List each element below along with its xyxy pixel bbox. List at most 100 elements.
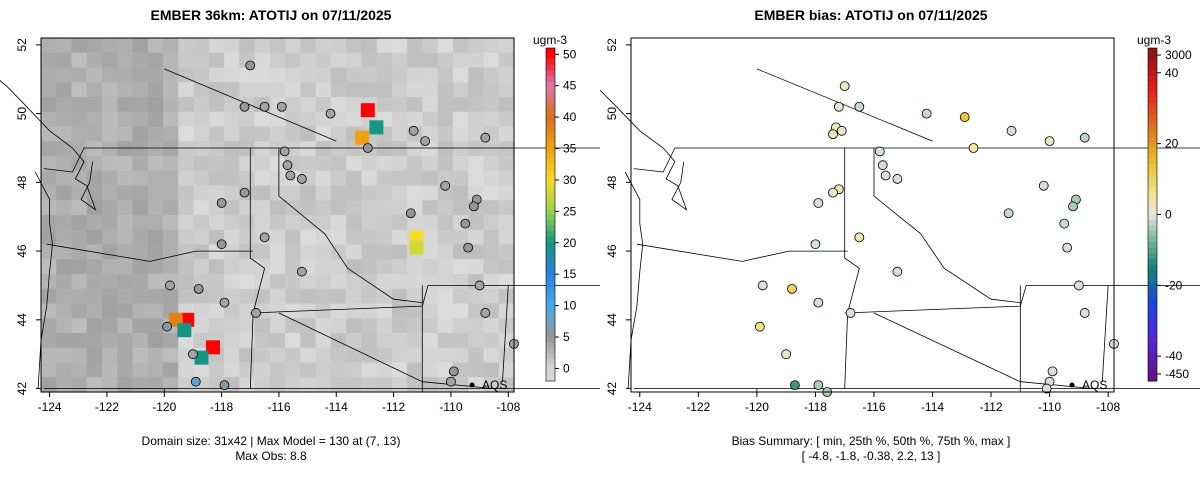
colorbar-step <box>1148 342 1157 349</box>
model-grid-cell <box>407 38 424 54</box>
colorbar-tick-label: 20 <box>1165 137 1179 151</box>
model-grid-cell <box>147 244 164 260</box>
colorbar-step <box>546 125 555 132</box>
hotspot-cell <box>177 323 192 338</box>
model-grid-cell <box>163 259 179 275</box>
model-grid-cell <box>41 97 57 113</box>
model-grid-cell <box>71 318 88 334</box>
boundary-line <box>873 148 1021 303</box>
colorbar-tick-label: 25 <box>563 204 577 218</box>
model-grid-cell <box>437 244 454 260</box>
colorbar-step <box>1148 369 1157 376</box>
model-grid-cell <box>224 52 240 69</box>
model-grid-cell <box>330 126 347 142</box>
model-grid-cell <box>376 303 393 319</box>
model-grid-cell <box>41 126 57 142</box>
model-grid-cell <box>71 170 88 187</box>
colorbar-step <box>1148 247 1157 254</box>
model-grid-cell <box>239 141 256 157</box>
y-tick-label: 44 <box>605 313 619 327</box>
model-grid-cell <box>452 274 469 290</box>
colorbar-step <box>1148 114 1157 121</box>
model-grid-cell <box>193 259 210 275</box>
model-grid-cell <box>132 377 149 393</box>
model-grid-cell <box>376 274 393 290</box>
colorbar-tick-label: 10 <box>563 299 577 313</box>
model-grid-cell <box>254 377 271 393</box>
model-grid-cell <box>224 362 240 378</box>
model-grid-cell <box>346 244 363 260</box>
model-grid-cell <box>437 185 454 201</box>
colorbar-step <box>1148 125 1157 132</box>
model-grid-cell <box>86 97 103 113</box>
model-grid-cell <box>56 303 73 319</box>
model-grid-cell <box>315 170 332 187</box>
model-grid-cell <box>300 274 317 290</box>
model-grid-cell <box>285 111 301 128</box>
model-grid-cell <box>239 111 256 128</box>
model-grid-cell <box>193 333 210 349</box>
colorbar-step <box>1148 353 1157 360</box>
model-grid-cell <box>71 288 88 305</box>
model-grid-cell <box>437 111 454 128</box>
model-grid-cell <box>437 303 454 319</box>
model-grid-cell <box>407 52 424 69</box>
model-grid-cell <box>330 362 347 378</box>
model-grid-cell <box>193 200 210 216</box>
model-grid-cell <box>86 229 103 246</box>
model-grid-cell <box>163 126 179 142</box>
colorbar-step <box>546 175 555 182</box>
bias-site-marker <box>892 174 903 184</box>
model-grid-cell <box>468 362 485 378</box>
colorbar-step <box>546 225 555 232</box>
model-grid-cell <box>41 229 57 246</box>
colorbar-step <box>1148 258 1157 265</box>
aqs-site-marker <box>296 266 307 277</box>
model-grid-cell <box>315 377 332 393</box>
colorbar-step <box>546 153 555 160</box>
model-grid-cell <box>117 52 134 69</box>
model-grid-cell <box>239 156 256 172</box>
colorbar-step <box>1148 270 1157 277</box>
model-grid-cell <box>71 82 88 98</box>
model-grid-cell <box>239 362 256 378</box>
x-tick-label: -112 <box>382 400 405 414</box>
model-grid-cell <box>361 67 378 83</box>
model-grid-cell <box>147 288 164 305</box>
model-grid-cell <box>86 362 103 378</box>
aqs-site-marker <box>219 297 230 308</box>
model-grid-cell <box>269 244 286 260</box>
model-grid-cell <box>452 126 469 142</box>
bias-site-marker <box>874 146 885 157</box>
model-grid-cell <box>132 82 149 98</box>
model-grid-cell <box>391 111 408 128</box>
colorbar-step <box>546 81 555 88</box>
model-grid-cell <box>41 215 57 231</box>
colorbar-step <box>546 197 555 204</box>
right-plot-frame <box>630 37 1115 393</box>
model-grid-cell <box>193 67 210 83</box>
x-tick-label: -116 <box>862 400 885 414</box>
aqs-site-marker <box>245 60 256 71</box>
aqs-site-marker <box>193 283 204 294</box>
model-grid-cell <box>102 200 118 216</box>
colorbar-step <box>546 48 555 55</box>
model-grid-cell <box>102 362 118 378</box>
model-grid-cell <box>468 38 485 54</box>
model-grid-cell <box>132 52 149 69</box>
model-grid-cell <box>71 347 88 364</box>
model-grid-cell <box>422 200 439 216</box>
model-grid-cell <box>86 288 103 305</box>
y-tick-label: 52 <box>15 38 29 52</box>
model-grid-cell <box>102 170 118 187</box>
model-grid-cell <box>468 170 485 187</box>
model-grid-cell <box>285 377 301 393</box>
bias-site-marker <box>1073 280 1084 291</box>
model-grid-cell <box>193 38 210 54</box>
model-grid-cell <box>269 288 286 305</box>
aqs-site-marker <box>276 101 287 112</box>
colorbar-step <box>1148 347 1157 354</box>
model-grid-cell <box>147 347 164 364</box>
model-grid-cell <box>193 229 210 246</box>
model-grid-cell <box>330 259 347 275</box>
